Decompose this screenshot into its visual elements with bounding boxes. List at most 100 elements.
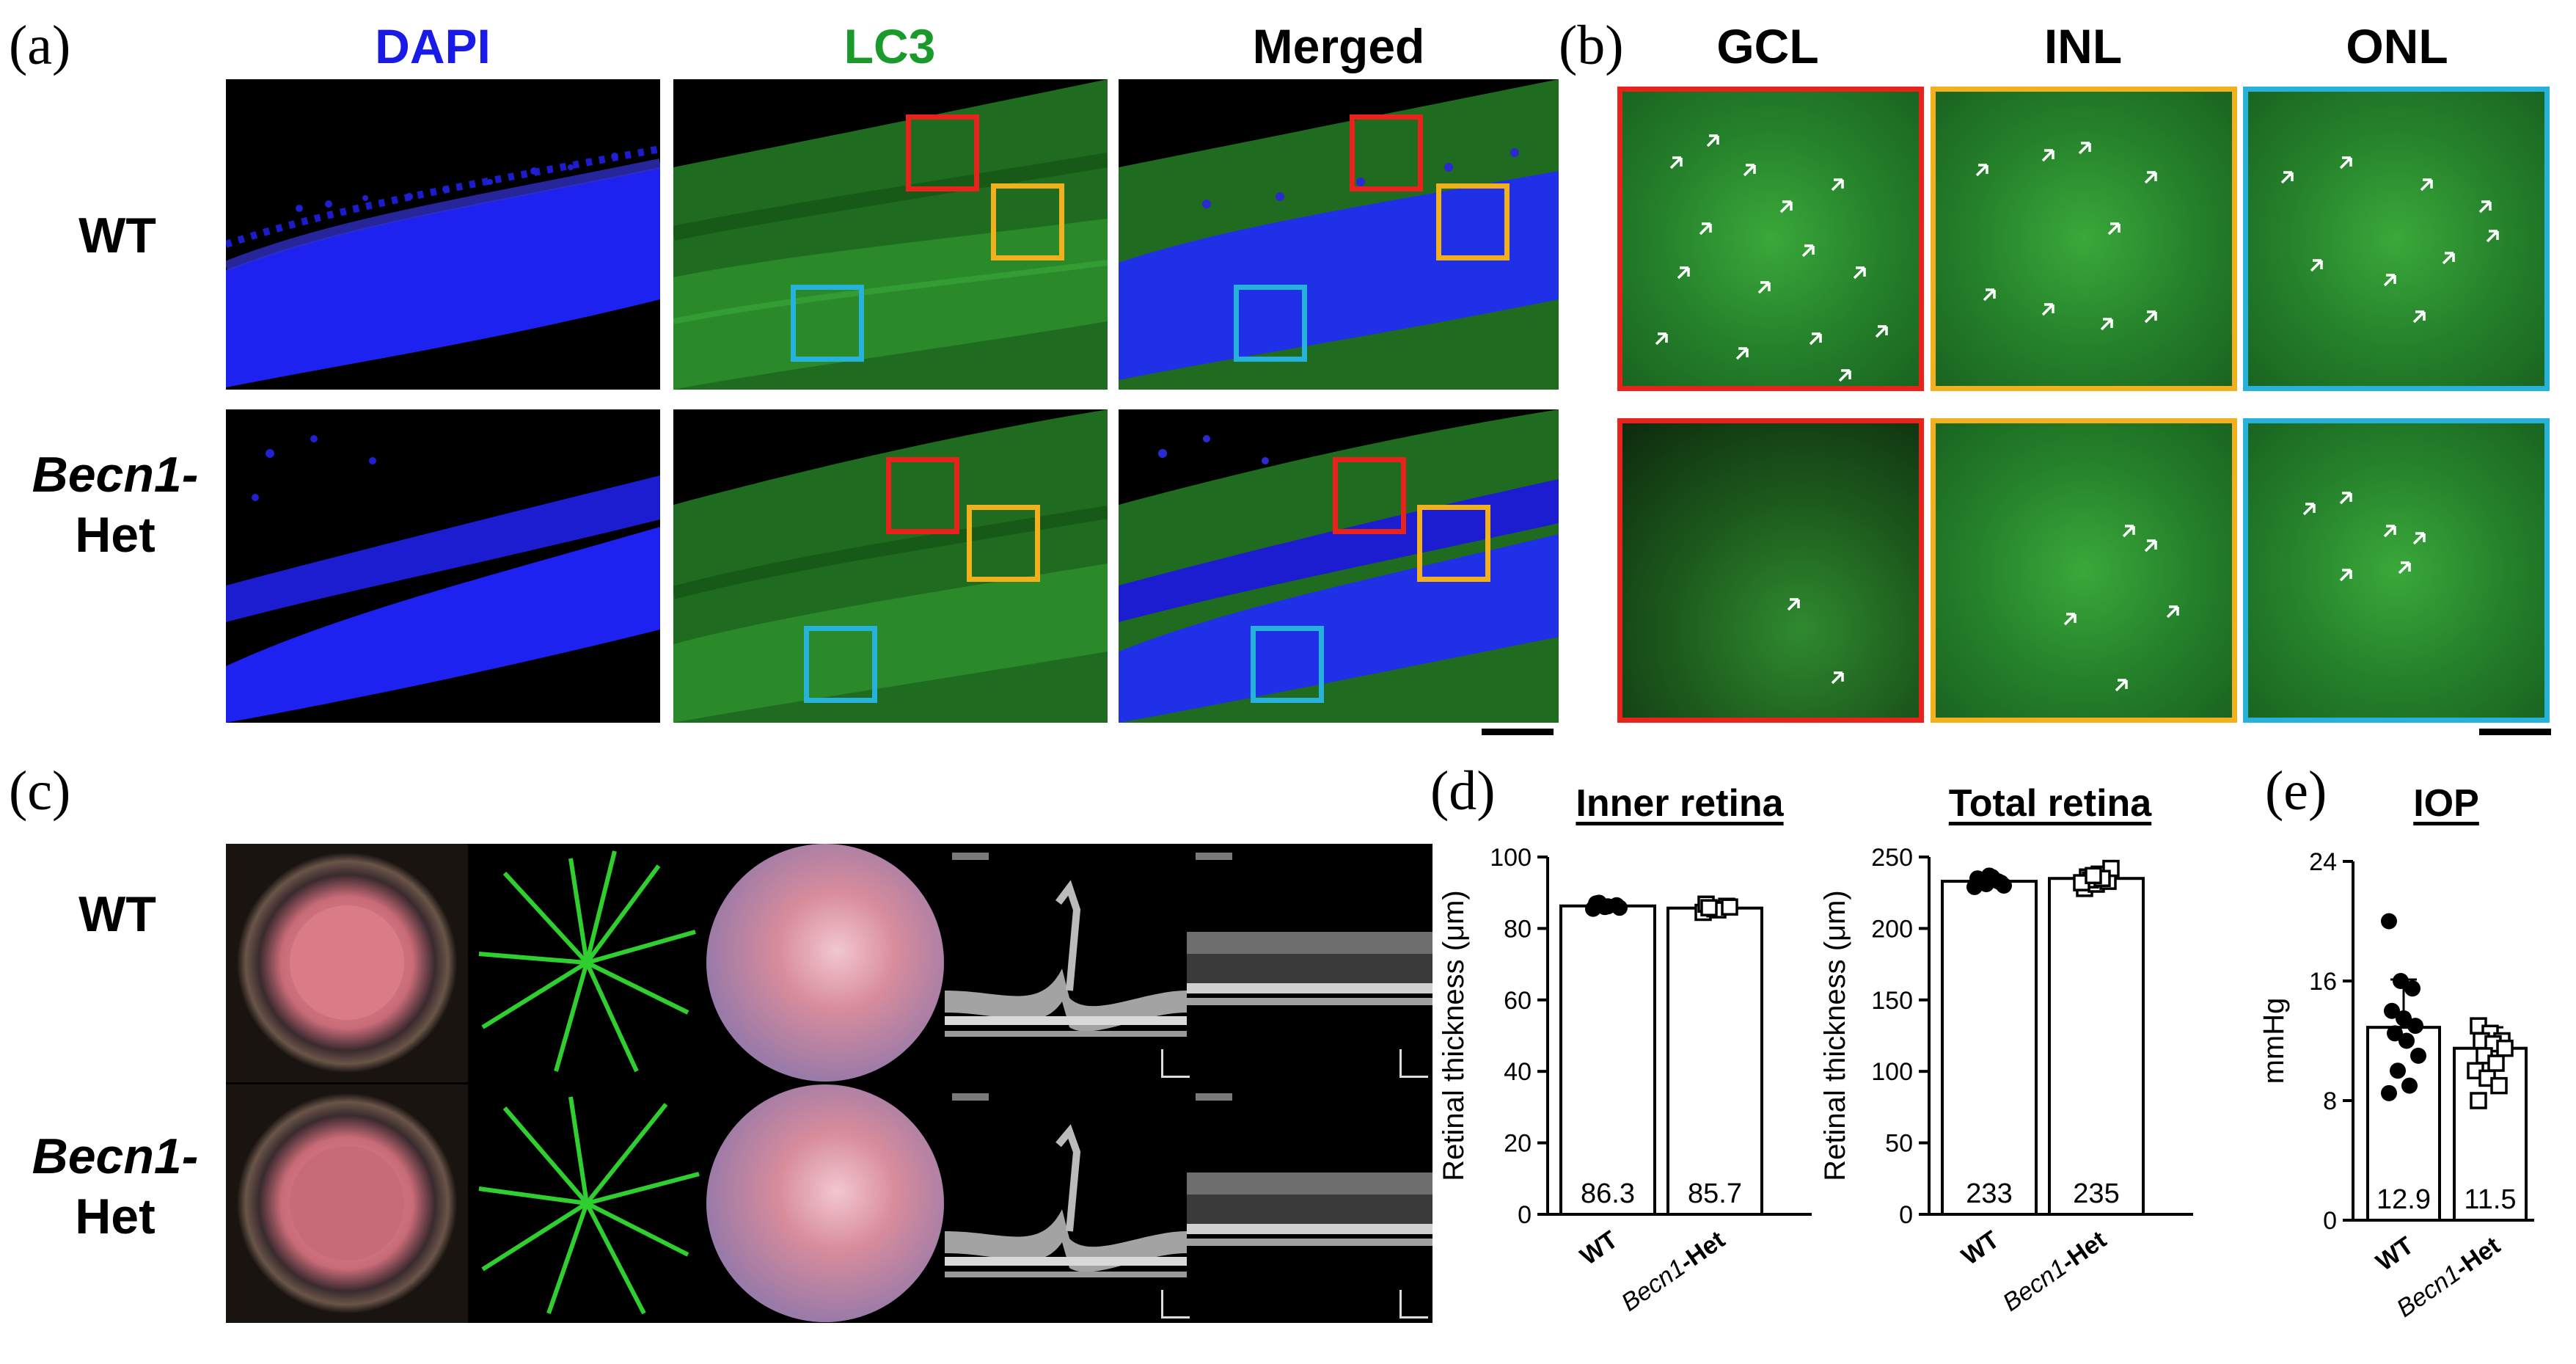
y-tick-label: 150 [1871, 987, 1913, 1015]
chart-title-total-retina: Total retina [1948, 782, 2152, 825]
angiogram-becn1 [478, 1096, 700, 1315]
zoom-tile-gcl-becn1 [1617, 418, 1924, 723]
row-label-wt-c: WT [29, 884, 205, 944]
arrow-icon [1983, 288, 1996, 302]
arrow-icon [1975, 164, 1988, 177]
arrow-icon [1699, 222, 1712, 236]
arrow-icon [2412, 310, 2426, 324]
arrow-icon [1779, 200, 1793, 214]
roi-box-inl [991, 183, 1064, 260]
data-point [2085, 867, 2102, 885]
micrograph-dapi-becn1 [226, 409, 660, 723]
arrow-icon [2107, 222, 2121, 236]
roi-box-onl [804, 626, 877, 703]
data-point [2404, 980, 2421, 997]
panel-c-image-strip [226, 844, 1432, 1323]
arrow-icon [1787, 598, 1800, 611]
y-tick-label: 0 [2323, 1207, 2337, 1235]
arrow-icon [2144, 171, 2157, 184]
roi-box-gcl [1333, 457, 1406, 534]
oct-info-label [1196, 1093, 1232, 1101]
bar-becn1-het [2048, 877, 2145, 1216]
fundus-wt [706, 844, 944, 1082]
x-tick-label: WT [1575, 1225, 1622, 1271]
oct-info-label [1196, 853, 1232, 860]
x-tick-label: WT [1956, 1225, 2004, 1271]
row-label-becn1-c: Becn1- Het [16, 1126, 214, 1247]
arrow-icon [1853, 266, 1866, 280]
bar-wt [2366, 1026, 2441, 1222]
row-label-line-1: Becn1- [32, 1128, 199, 1184]
arrow-icon [2339, 492, 2352, 505]
arrow-icon [1838, 369, 1851, 382]
arrow-icon [1706, 134, 1719, 147]
y-tick-label: 0 [1518, 1201, 1532, 1229]
y-tick-label: 50 [1885, 1130, 1913, 1158]
data-point [1721, 898, 1738, 916]
roi-box-inl [1417, 505, 1490, 582]
y-tick-label: 80 [1504, 915, 1532, 943]
arrow-icon [2041, 149, 2054, 162]
arrow-icon [1831, 671, 1844, 685]
arrow-icon [2166, 605, 2179, 619]
arrow-icon [1735, 347, 1749, 360]
roi-box-onl [1251, 626, 1324, 703]
panel-label-e: (e) [2265, 760, 2327, 822]
arrow-icon [1669, 156, 1683, 169]
micrograph-lc3-wt [673, 79, 1108, 390]
arrow-icon [1809, 332, 1822, 346]
panel-label-c: (c) [9, 760, 71, 822]
oct-onh-wt [945, 880, 1187, 1037]
micrograph-merged-becn1 [1119, 409, 1559, 723]
row-label-text: WT [78, 886, 156, 942]
bar-becn1-het [1666, 906, 1763, 1216]
data-point [2381, 1084, 2397, 1101]
arrow-icon [2398, 561, 2411, 575]
data-point [1975, 873, 1991, 890]
zoom-tile-inl-wt [1931, 87, 2237, 391]
arrow-icon [2144, 310, 2157, 324]
oct-scale-bar [1161, 1049, 1190, 1078]
y-axis-label: Retinal thickness (μm) [1438, 890, 1470, 1181]
oct-scale-bar [1399, 1049, 1428, 1078]
arrow-icon [2078, 142, 2091, 155]
arrow-icon [2339, 569, 2352, 582]
arrow-icon [2310, 259, 2323, 272]
zoom-tile-onl-becn1 [2243, 418, 2550, 723]
y-axis-label: Retinal thickness (μm) [1819, 890, 1851, 1181]
fundus-becn1 [706, 1084, 944, 1322]
x-tick-label: WT [2371, 1231, 2418, 1277]
roi-box-gcl [1350, 114, 1423, 192]
micrograph-dapi-wt [226, 79, 660, 390]
roi-box-inl [1436, 183, 1510, 260]
arrow-icon [2041, 303, 2054, 316]
data-point [2496, 1039, 2514, 1057]
arrow-icon [1875, 325, 1888, 338]
y-tick-label: 8 [2323, 1087, 2337, 1115]
data-point [2487, 1054, 2505, 1072]
data-point [2396, 1010, 2412, 1026]
data-point [2390, 1062, 2406, 1079]
row-label-wt-a: WT [29, 205, 205, 266]
arrow-icon [1801, 244, 1815, 258]
bar-value-label: 86.3 [1581, 1178, 1635, 1209]
bar-value-label: 233 [1966, 1178, 2012, 1209]
data-point [2470, 1092, 2487, 1109]
bar-becn1-het [2453, 1046, 2528, 1222]
y-tick-label: 0 [1899, 1201, 1913, 1229]
y-tick-label: 40 [1504, 1058, 1532, 1086]
data-point [1591, 894, 1607, 911]
data-point [2381, 913, 2397, 930]
arrow-icon [2412, 532, 2426, 545]
row-label-line-1: Becn1- [32, 447, 199, 503]
oct-retina-becn1 [1187, 1172, 1432, 1246]
roi-box-gcl [886, 457, 959, 534]
arrow-icon [2063, 613, 2076, 626]
data-point [2401, 1077, 2418, 1094]
column-header-gcl: GCL [1716, 19, 1819, 73]
arrow-icon [2280, 171, 2294, 184]
oct-onh-becn1 [945, 1124, 1187, 1277]
arrow-icon [2144, 539, 2157, 552]
column-header-dapi: DAPI [375, 19, 491, 73]
y-tick-label: 100 [1490, 844, 1532, 872]
